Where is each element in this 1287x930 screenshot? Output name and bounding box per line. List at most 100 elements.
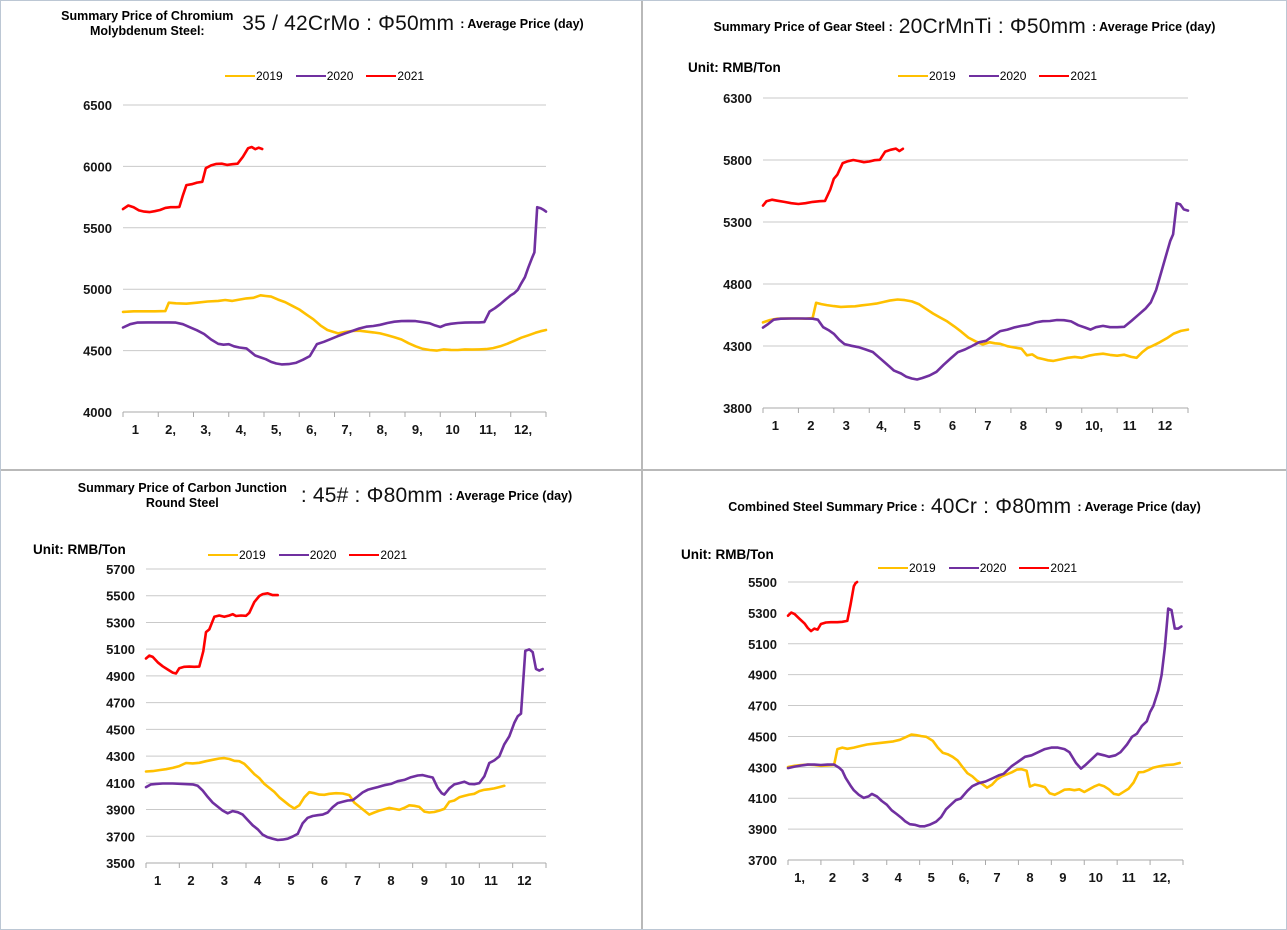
chart-title-prefix: Summary Price of Chromium Molybdenum Ste… xyxy=(61,9,234,38)
chart-title-product: 20CrMnTi : Φ50mm xyxy=(898,15,1087,38)
y-axis-tick-label: 5500 xyxy=(106,589,135,604)
x-axis-tick-label: 4, xyxy=(876,418,887,433)
line-plot-area: 3500 3700 3900 4100 4300 4500 4700 4900 5100 5300… xyxy=(106,562,547,888)
legend-label: 2019 xyxy=(256,69,283,83)
legend-item-2021: 2021 xyxy=(1039,69,1097,83)
legend-line-2020 xyxy=(278,554,309,556)
y-axis-tick-label: 6000 xyxy=(83,159,112,174)
x-axis-tick-label: 5 xyxy=(913,418,920,433)
series-line-2021 xyxy=(121,145,264,214)
chart-title-prefix: Summary Price of Gear Steel : xyxy=(713,19,893,34)
legend-item-2019: 2019 xyxy=(208,548,266,562)
y-axis-tick-label: 4500 xyxy=(748,729,777,744)
x-axis-tick-label: 5 xyxy=(287,873,294,888)
legend-line-2019 xyxy=(225,75,255,77)
legend-line-2020 xyxy=(968,75,999,77)
x-axis-tick-label: 11 xyxy=(484,873,498,888)
x-axis-tick-label: 1 xyxy=(772,418,779,433)
legend-item-2019: 2019 xyxy=(878,561,936,575)
y-axis-tick-label: 5500 xyxy=(748,575,777,590)
legend-label: 2021 xyxy=(1050,561,1078,575)
x-axis-tick-label: 7 xyxy=(354,873,361,888)
x-axis-tick-label: 2 xyxy=(807,418,814,433)
series-line-2021 xyxy=(761,147,905,207)
x-axis-tick-label: 1 xyxy=(154,873,161,888)
legend-item-2021: 2021 xyxy=(1019,561,1077,575)
legend-item-2020: 2020 xyxy=(278,548,337,562)
legend-label: 2021 xyxy=(380,548,408,562)
chart-title-prefix: Combined Steel Summary Price : xyxy=(728,499,925,514)
x-axis-tick-label: 4, xyxy=(236,422,247,437)
y-axis-tick-label: 5700 xyxy=(106,562,135,577)
legend-line-2021 xyxy=(1019,567,1050,569)
legend-label: 2020 xyxy=(326,69,354,83)
x-axis-tick-label: 3, xyxy=(200,422,211,437)
x-axis-tick-label: 8 xyxy=(1026,870,1033,885)
x-axis-tick-label: 4 xyxy=(254,873,262,888)
y-axis-tick-label: 4300 xyxy=(106,749,135,764)
x-axis-tick-label: 8, xyxy=(377,422,388,437)
x-axis-tick-label: 10, xyxy=(1085,418,1103,433)
x-axis-tick-label: 9, xyxy=(412,422,423,437)
x-axis-tick-label: 6 xyxy=(321,873,328,888)
y-axis-tick-label: 4300 xyxy=(723,339,752,354)
x-axis-tick-label: 4 xyxy=(895,870,903,885)
x-axis-tick-label: 9 xyxy=(1059,870,1066,885)
x-axis-tick-label: 12, xyxy=(1153,870,1171,885)
x-axis-tick-label: 7 xyxy=(984,418,991,433)
x-axis-tick-label: 6, xyxy=(959,870,970,885)
chart-title-product: : 45# : Φ80mm xyxy=(300,484,443,507)
x-axis-tick-label: 7 xyxy=(993,870,1000,885)
x-axis-tick-label: 5, xyxy=(271,422,282,437)
legend-line-2021 xyxy=(349,554,380,556)
chart-legend: 2019 2020 2021 xyxy=(878,561,1077,575)
y-axis-tick-label: 5300 xyxy=(723,215,752,230)
x-axis-tick-label: 10 xyxy=(1089,870,1103,885)
series-line-2019 xyxy=(786,733,1182,797)
y-axis-tick-label: 3900 xyxy=(106,803,135,818)
legend-label: 2020 xyxy=(979,561,1007,575)
legend-item-2019: 2019 xyxy=(225,69,283,83)
legend-item-2019: 2019 xyxy=(898,69,956,83)
legend-label: 2021 xyxy=(397,69,425,83)
chart-title-product: 35 / 42CrMo : Φ50mm xyxy=(242,12,455,35)
y-axis-tick-label: 3900 xyxy=(748,822,777,837)
x-axis-tick-label: 2 xyxy=(187,873,194,888)
y-axis-tick-label: 3700 xyxy=(748,853,777,868)
x-axis-tick-label: 8 xyxy=(1020,418,1027,433)
y-axis-tick-label: 6300 xyxy=(723,91,752,106)
y-axis-tick-label: 4300 xyxy=(748,760,777,775)
legend-line-2019 xyxy=(898,75,928,77)
chart-title: Combined Steel Summary Price : 40Cr : Φ8… xyxy=(643,495,1286,519)
y-axis-tick-label: 4900 xyxy=(748,668,777,683)
x-axis-tick-label: 11, xyxy=(479,422,496,437)
chart-title-suffix: : Average Price (day) xyxy=(448,488,573,503)
series-line-2021 xyxy=(786,580,859,633)
y-axis-tick-label: 4100 xyxy=(106,776,135,791)
legend-item-2021: 2021 xyxy=(349,548,407,562)
x-axis-tick-label: 3 xyxy=(862,870,869,885)
legend-label: 2020 xyxy=(309,548,337,562)
legend-label: 2019 xyxy=(929,69,956,83)
x-axis-tick-label: 7, xyxy=(341,422,352,437)
chart-cell-carbon-round-steel: Summary Price of Carbon Junction Round S… xyxy=(1,471,643,929)
y-axis-tick-label: 3500 xyxy=(106,856,135,871)
x-axis-tick-label: 5 xyxy=(928,870,935,885)
x-axis-tick-label: 9 xyxy=(1055,418,1062,433)
x-axis-tick-label: 8 xyxy=(387,873,394,888)
legend-label: 2019 xyxy=(909,561,936,575)
legend-line-2021 xyxy=(1039,75,1070,77)
y-axis-tick-label: 4700 xyxy=(748,699,777,714)
x-axis-tick-label: 9 xyxy=(421,873,428,888)
x-axis-tick-label: 11 xyxy=(1122,870,1136,885)
x-axis-tick-label: 10 xyxy=(445,422,459,437)
legend-item-2021: 2021 xyxy=(366,69,424,83)
chart-title-suffix: : Average Price (day) xyxy=(1092,19,1216,34)
unit-label: Unit: RMB/Ton xyxy=(681,547,774,562)
series-line-2019 xyxy=(144,756,506,816)
chart-legend: 2019 2020 2021 xyxy=(898,69,1097,83)
x-axis-tick-label: 11 xyxy=(1123,418,1137,433)
chart-title-prefix: Summary Price of Carbon Junction Round S… xyxy=(77,481,287,510)
